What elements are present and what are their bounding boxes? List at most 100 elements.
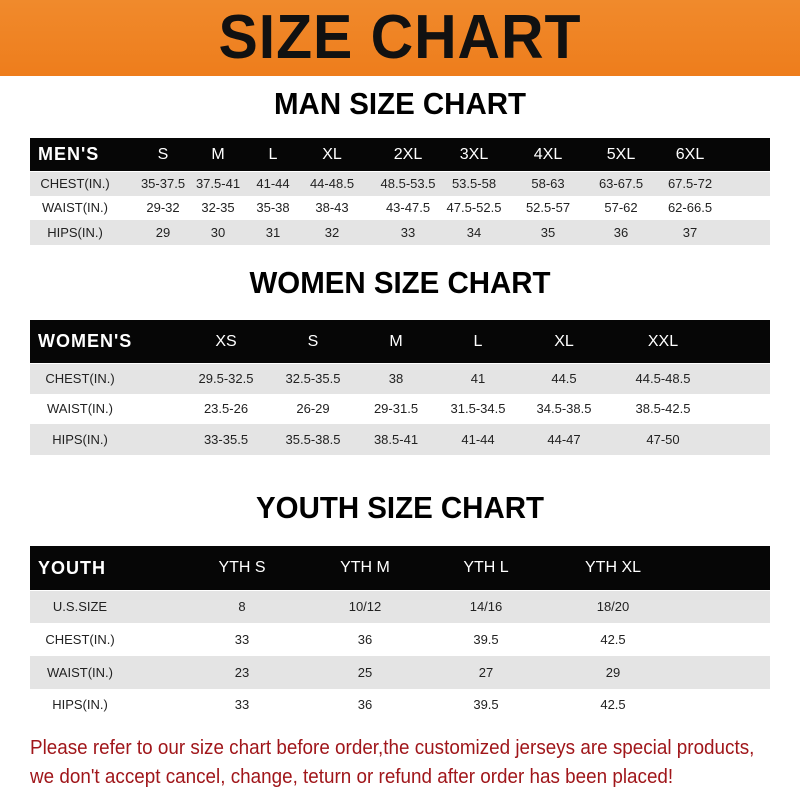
measurement-cell: 42.5 xyxy=(600,632,626,647)
size-column-header: 6XL xyxy=(675,146,705,163)
measurement-cell: 34 xyxy=(466,225,482,240)
row-label: WAIST(IN.) xyxy=(42,200,108,215)
row-label: WAIST(IN.) xyxy=(47,401,113,416)
measurement-cell: 67.5-72 xyxy=(667,176,713,191)
measurement-cell: 29 xyxy=(605,665,621,680)
table-row: CHEST(IN.) 35-37.5 37.5-41 41-44 44-48.5 48.5… xyxy=(30,172,770,196)
measurement-cell: 39.5 xyxy=(473,697,499,712)
banner: SIZE CHART xyxy=(0,0,800,76)
measurement-cell: 43-47.5 xyxy=(385,200,431,215)
measurement-cell: 38.5-41 xyxy=(373,432,419,447)
table-row: HIPS(IN.) 29 30 31 32 33 34 35 36 37 xyxy=(30,220,770,245)
measurement-cell: 31 xyxy=(265,225,281,240)
measurement-cell: 25 xyxy=(357,665,373,680)
measurement-cell: 29-32 xyxy=(146,200,180,215)
size-column-header: XXL xyxy=(647,333,679,350)
measurement-cell: 32-35 xyxy=(201,200,235,215)
size-column-header: 3XL xyxy=(459,146,489,163)
measurement-cell: 47-50 xyxy=(646,432,680,447)
measurement-cell: 44.5-48.5 xyxy=(635,371,691,386)
order-notice-line-1: Please refer to our size chart before or… xyxy=(30,736,755,759)
table-row: CHEST(IN.) 33 36 39.5 42.5 xyxy=(30,623,770,656)
measurement-cell: 30 xyxy=(210,225,226,240)
measurement-cell: 39.5 xyxy=(473,632,499,647)
measurement-cell: 33 xyxy=(234,632,250,647)
measurement-cell: 32 xyxy=(324,225,340,240)
measurement-cell: 41 xyxy=(470,371,486,386)
measurement-cell: 37 xyxy=(682,225,698,240)
row-label: CHEST(IN.) xyxy=(45,371,115,386)
size-column-header: 5XL xyxy=(606,146,636,163)
measurement-cell: 44-48.5 xyxy=(309,176,355,191)
measurement-cell: 23.5-26 xyxy=(203,401,249,416)
measurement-cell: 31.5-34.5 xyxy=(450,401,506,416)
row-label: CHEST(IN.) xyxy=(40,176,110,191)
measurement-cell: 33-35.5 xyxy=(203,432,249,447)
size-column-header: XS xyxy=(215,333,237,350)
men-section-title: MAN SIZE CHART xyxy=(274,86,526,121)
size-column-header: S xyxy=(307,333,319,350)
measurement-cell: 41-44 xyxy=(256,176,290,191)
measurement-cell: 29 xyxy=(155,225,171,240)
table-row: WAIST(IN.) 23.5-26 26-29 29-31.5 31.5-34.5 34… xyxy=(30,394,770,424)
measurement-cell: 29.5-32.5 xyxy=(198,371,254,386)
measurement-cell: 44-47 xyxy=(547,432,581,447)
measurement-cell: 35-38 xyxy=(256,200,290,215)
row-label: WAIST(IN.) xyxy=(47,665,113,680)
measurement-cell: 32.5-35.5 xyxy=(285,371,341,386)
row-label: U.S.SIZE xyxy=(52,599,108,614)
measurement-cell: 63-67.5 xyxy=(598,176,644,191)
size-column-header: M xyxy=(389,333,403,350)
table-header-label: MEN'S xyxy=(38,144,100,164)
measurement-cell: 27 xyxy=(478,665,494,680)
measurement-cell: 35 xyxy=(540,225,556,240)
measurement-cell: 41-44 xyxy=(461,432,495,447)
measurement-cell: 47.5-52.5 xyxy=(446,200,502,215)
measurement-cell: 58-63 xyxy=(531,176,565,191)
measurement-cell: 57-62 xyxy=(604,200,638,215)
measurement-cell: 14/16 xyxy=(469,599,503,614)
table-row: HIPS(IN.) 33 36 39.5 42.5 xyxy=(30,689,770,720)
measurement-cell: 48.5-53.5 xyxy=(380,176,436,191)
measurement-cell: 34.5-38.5 xyxy=(536,401,592,416)
measurement-cell: 8 xyxy=(238,599,246,614)
measurement-cell: 38 xyxy=(388,371,404,386)
measurement-cell: 36 xyxy=(613,225,629,240)
size-column-header: YTH L xyxy=(463,559,509,576)
measurement-cell: 35.5-38.5 xyxy=(285,432,341,447)
measurement-cell: 37.5-41 xyxy=(195,176,241,191)
size-column-header: YTH M xyxy=(340,559,390,576)
table-header-row: MEN'S S M L XL 2XL 3XL 4XL 5XL 6XL xyxy=(30,138,770,171)
table-row: CHEST(IN.) 29.5-32.5 32.5-35.5 38 41 44.5 44.5… xyxy=(30,364,770,394)
table-row: WAIST(IN.) 29-32 32-35 35-38 38-43 43-47.5 47.… xyxy=(30,196,770,220)
measurement-cell: 38.5-42.5 xyxy=(635,401,691,416)
measurement-cell: 29-31.5 xyxy=(373,401,419,416)
measurement-cell: 35-37.5 xyxy=(140,176,186,191)
size-column-header: XL xyxy=(322,146,342,163)
measurement-cell: 23 xyxy=(234,665,250,680)
measurement-cell: 62-66.5 xyxy=(667,200,713,215)
row-label: HIPS(IN.) xyxy=(52,432,108,447)
measurement-cell: 44.5 xyxy=(551,371,577,386)
measurement-cell: 26-29 xyxy=(296,401,330,416)
size-column-header: 4XL xyxy=(533,146,563,163)
size-column-header: XL xyxy=(554,333,574,350)
measurement-cell: 38-43 xyxy=(315,200,349,215)
measurement-cell: 53.5-58 xyxy=(451,176,497,191)
size-column-header: L xyxy=(268,146,278,163)
table-header-label: WOMEN'S xyxy=(38,331,133,351)
size-column-header: YTH XL xyxy=(584,559,642,576)
table-header-row: YOUTH YTH S YTH M YTH L YTH XL xyxy=(30,546,770,590)
youth-section-title: YOUTH SIZE CHART xyxy=(256,490,544,525)
women-section-title: WOMEN SIZE CHART xyxy=(249,265,551,300)
row-label: CHEST(IN.) xyxy=(45,632,115,647)
size-column-header: YTH S xyxy=(218,559,266,576)
measurement-cell: 42.5 xyxy=(600,697,626,712)
size-column-header: S xyxy=(157,146,169,163)
measurement-cell: 18/20 xyxy=(596,599,630,614)
measurement-cell: 10/12 xyxy=(348,599,382,614)
size-column-header: L xyxy=(473,333,483,350)
size-column-header: M xyxy=(211,146,225,163)
measurement-cell: 33 xyxy=(234,697,250,712)
